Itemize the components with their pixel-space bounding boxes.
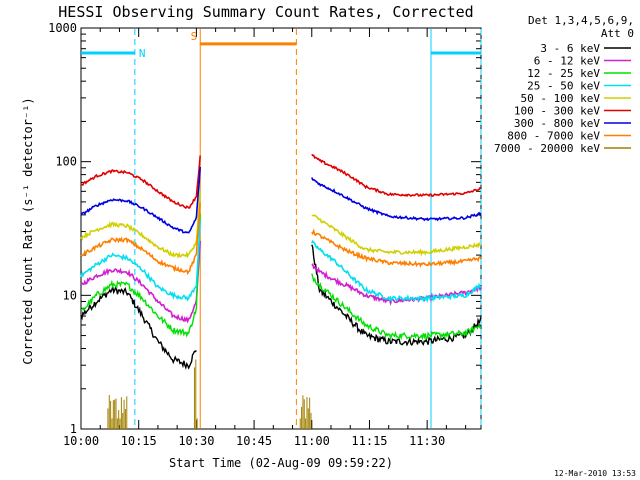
legend-label: 100 - 300 keV: [514, 105, 600, 118]
series-line: [311, 228, 482, 268]
y-tick-label: 1000: [48, 21, 77, 35]
series-line: [80, 285, 197, 370]
series-line: [311, 263, 482, 306]
x-tick-label: 11:00: [294, 434, 330, 448]
x-tick-label: 10:00: [63, 434, 99, 448]
chart-title: HESSI Observing Summary Count Rates, Cor…: [58, 3, 473, 21]
series-line: [80, 241, 201, 324]
y-tick-label: 1: [70, 422, 77, 436]
flag-label: N: [139, 47, 146, 60]
series-line: [311, 177, 482, 222]
series-line: [311, 273, 482, 342]
plot-frame: [80, 27, 482, 430]
series-line: [80, 203, 201, 276]
series-line: [80, 166, 201, 234]
legend-label: 12 - 25 keV: [527, 67, 600, 80]
series-line: [311, 153, 482, 198]
y-tick-label: 10: [63, 288, 77, 302]
flag-label: S: [191, 30, 198, 43]
legend-title-line1: Det 1,3,4,5,6,9,: [528, 14, 634, 27]
legend-title-line2: Att 0: [601, 27, 634, 40]
series-line: [311, 214, 482, 257]
x-axis-label: Start Time (02-Aug-09 09:59:22): [169, 456, 393, 470]
series-line: [80, 190, 201, 259]
legend-label: 800 - 7000 keV: [507, 130, 600, 143]
series-line: [80, 155, 201, 210]
x-tick-label: 10:15: [121, 434, 157, 448]
series-line: [80, 220, 201, 302]
x-tick-label: 10:45: [236, 434, 272, 448]
footer-timestamp: 12-Mar-2010 13:53: [554, 469, 636, 478]
legend-label: 300 - 800 keV: [514, 117, 600, 130]
legend-label: 3 - 6 keV: [540, 42, 600, 55]
series-line: [311, 239, 482, 303]
plot-area: 10:00 10:15 10:30 10:45 11:00 11:15 11:30 1 10 10…: [48, 21, 482, 448]
legend-label: 6 - 12 keV: [534, 55, 601, 68]
legend-label: 7000 - 20000 keV: [494, 142, 600, 155]
y-axis-label: Corrected Count Rate (s⁻¹ detector⁻¹): [21, 97, 35, 364]
legend-label: 50 - 100 keV: [521, 92, 601, 105]
x-tick-label: 11:15: [351, 434, 387, 448]
series-line: [311, 244, 482, 347]
series-line: [80, 213, 201, 339]
legend-label: 25 - 50 keV: [527, 80, 600, 93]
x-tick-label: 11:30: [409, 434, 445, 448]
x-tick-label: 10:30: [178, 434, 214, 448]
y-tick-label: 100: [55, 155, 77, 169]
